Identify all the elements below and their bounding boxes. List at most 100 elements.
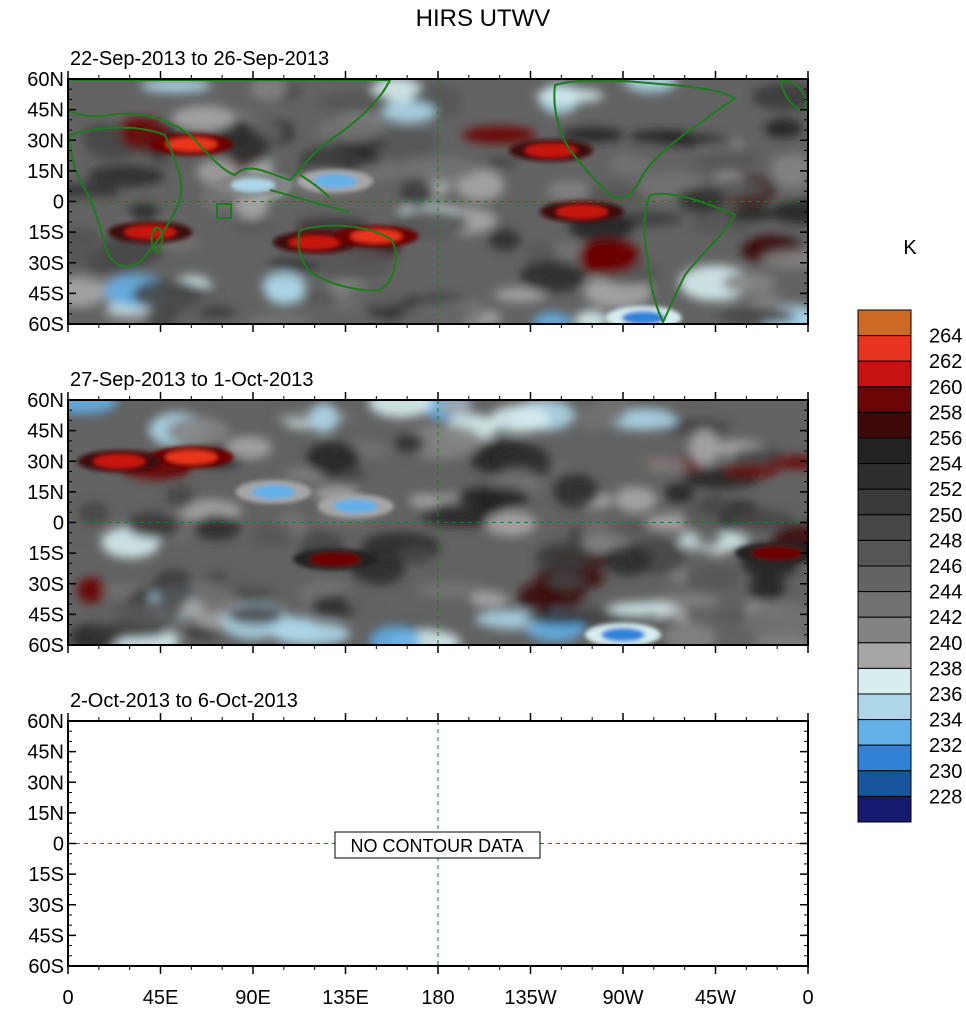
high-region-core: [350, 229, 403, 244]
colorbar-label: 248: [929, 530, 962, 552]
colorbar-label: 228: [929, 786, 962, 808]
colorbar-swatch: [857, 335, 912, 362]
colorbar-label: 254: [929, 454, 962, 476]
y-tick-label: 15N: [27, 161, 64, 183]
colorbar-label: 240: [929, 633, 962, 655]
colorbar-swatch: [857, 360, 912, 388]
no-data-box: [334, 831, 541, 859]
panel-subtitle: 22-Sep-2013 to 26-Sep-2013: [70, 48, 329, 70]
colorbar-swatch: [857, 411, 912, 439]
colorbar-swatch: [857, 463, 912, 490]
colorbar-label: 232: [929, 735, 962, 757]
y-tick-label: 30S: [28, 895, 64, 917]
x-tick-label: 180: [421, 987, 454, 1009]
colorbar-swatch: [857, 719, 912, 746]
high-region-core: [555, 204, 608, 219]
colorbar-label: 250: [929, 505, 962, 527]
y-tick-label: 15S: [28, 543, 64, 565]
low-region-core: [251, 484, 296, 499]
x-tick-label: 45W: [695, 987, 736, 1009]
colorbar-label: 258: [929, 402, 962, 424]
y-tick-label: 45S: [28, 604, 64, 626]
low-region-core: [601, 627, 645, 642]
x-tick-label: 0: [62, 987, 73, 1009]
y-tick-label: 30N: [27, 772, 64, 794]
no-data-label: NO CONTOUR DATA: [350, 836, 523, 856]
x-tick-label: 45E: [143, 987, 179, 1009]
map-panel: 2-Oct-2013 to 6-Oct-2013 60N 45N 30N 15N 0 15S…: [27, 690, 813, 1009]
map-panel: 22-Sep-2013 to 26-Sep-2013 60N 45N 30N 15N 0 1…: [27, 48, 809, 336]
y-tick-label: 60N: [27, 711, 64, 733]
colorbar-label: 264: [929, 326, 962, 348]
colorbar-swatch: [857, 514, 912, 541]
y-tick-label: 0: [53, 834, 64, 856]
colorbar-swatch: [857, 437, 912, 465]
y-tick-label: 30S: [28, 253, 64, 275]
colorbar-swatch: [857, 770, 912, 797]
y-tick-label: 15S: [28, 222, 64, 244]
colorbar-swatch: [857, 309, 912, 337]
chart-title: HIRS UTWV: [416, 5, 551, 32]
colorbar-label: 252: [929, 479, 962, 501]
y-tick-label: 30N: [27, 130, 64, 152]
y-tick-label: 45N: [27, 742, 64, 764]
low-region-core: [313, 174, 358, 189]
colorbar-label: 256: [929, 428, 962, 450]
colorbar-swatch: [857, 642, 912, 669]
colorbar-label: 260: [929, 377, 962, 399]
colorbar-swatch: [857, 565, 912, 593]
colorbar-label: 242: [929, 607, 962, 629]
y-tick-label: 60N: [27, 390, 64, 412]
x-tick-label: 90W: [602, 987, 643, 1009]
colorbar-label: 238: [929, 658, 962, 680]
high-region-core: [165, 450, 218, 465]
colorbar-swatch: [857, 795, 912, 823]
low-region-core: [231, 178, 275, 193]
y-tick-label: 15N: [27, 803, 64, 825]
colorbar: 264 262 260 258 256 254 252 250 248 246 244 242 240 2…: [857, 309, 962, 823]
high-region-core: [165, 137, 218, 152]
y-tick-label: 60N: [27, 69, 64, 91]
y-tick-label: 45S: [28, 283, 64, 305]
y-tick-label: 60S: [28, 314, 64, 336]
high-region-core: [288, 235, 341, 250]
colorbar-swatch: [857, 693, 912, 721]
y-tick-label: 15N: [27, 482, 64, 504]
colorbar-label: 246: [929, 556, 962, 578]
high-region-core: [124, 225, 177, 240]
y-tick-label: 30N: [27, 451, 64, 473]
low-region-core: [621, 310, 666, 324]
high-region-core: [93, 454, 146, 469]
y-tick-label: 45N: [27, 421, 64, 443]
colorbar-swatch: [857, 744, 912, 772]
y-tick-label: 60S: [28, 956, 64, 978]
high-region-core: [525, 143, 578, 158]
colorbar-label: 234: [929, 710, 962, 732]
colorbar-swatch: [857, 539, 912, 567]
colorbar-swatch: [857, 616, 912, 644]
units-label: K: [903, 237, 917, 259]
colorbar-swatch: [857, 591, 912, 618]
colorbar-label: 230: [929, 761, 962, 783]
colorbar-swatch: [857, 667, 912, 695]
x-tick-label: 135W: [504, 987, 556, 1009]
y-tick-label: 60S: [28, 635, 64, 657]
x-tick-label: 0: [802, 987, 813, 1009]
x-tick-label: 135E: [322, 987, 369, 1009]
y-tick-label: 0: [53, 192, 64, 214]
y-tick-label: 15S: [28, 864, 64, 886]
panel-subtitle: 2-Oct-2013 to 6-Oct-2013: [70, 690, 298, 712]
panel-subtitle: 27-Sep-2013 to 1-Oct-2013: [70, 369, 314, 391]
x-tick-label: 90E: [235, 987, 271, 1009]
low-region-core: [333, 499, 378, 514]
colorbar-label: 262: [929, 351, 962, 373]
colorbar-label: 236: [929, 684, 962, 706]
colorbar-swatch: [857, 386, 912, 413]
y-tick-label: 45S: [28, 925, 64, 947]
map-panel: 27-Sep-2013 to 1-Oct-2013 60N 45N 30N 15N 0 15…: [27, 369, 809, 657]
y-tick-label: 45N: [27, 100, 64, 122]
y-tick-label: 30S: [28, 574, 64, 596]
colorbar-label: 244: [929, 582, 962, 604]
colorbar-swatch: [857, 488, 912, 516]
